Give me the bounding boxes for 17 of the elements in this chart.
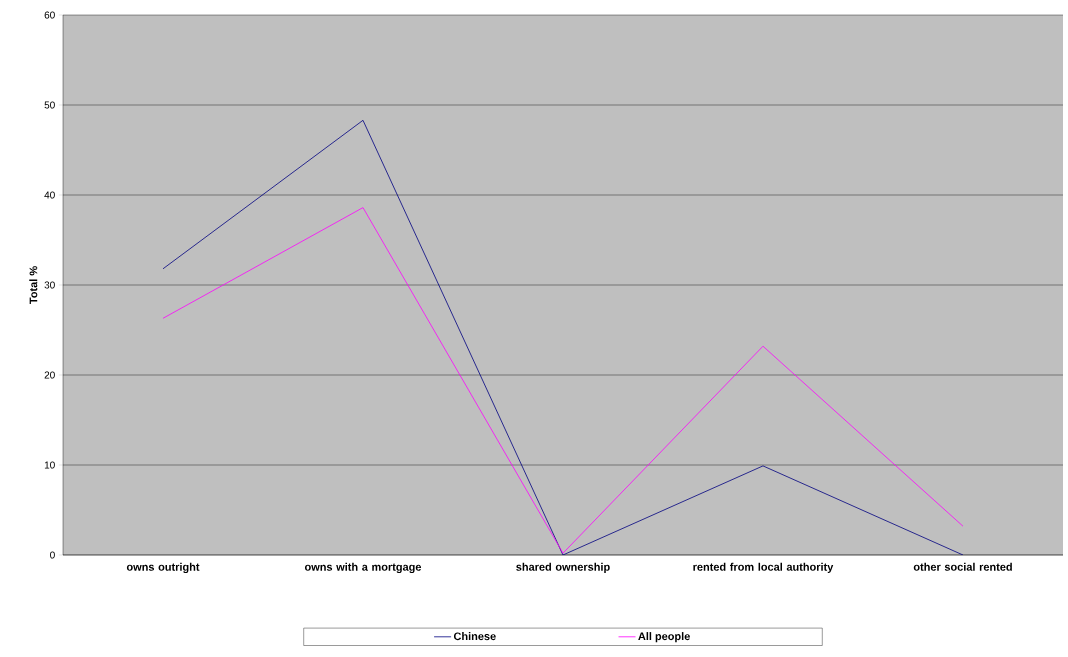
x-tick-label: rented from local authority bbox=[693, 562, 834, 573]
legend-label: Chinese bbox=[453, 632, 496, 641]
legend-label: All people bbox=[638, 632, 690, 643]
x-tick-label: owns with a mortgage bbox=[304, 562, 422, 574]
y-tick-label: 0 bbox=[50, 551, 55, 559]
line-series bbox=[162, 119, 964, 555]
y-tick-label: 60 bbox=[44, 11, 55, 19]
y-tick-label: 50 bbox=[44, 101, 55, 109]
y-tick-label: 10 bbox=[44, 461, 55, 469]
x-tick-label: other social rented bbox=[913, 562, 1012, 571]
y-tick-label: 30 bbox=[44, 281, 55, 289]
x-tick-label: shared ownership bbox=[516, 562, 610, 573]
y-axis-title: Total % bbox=[29, 266, 38, 304]
y-tick-label: 20 bbox=[44, 371, 55, 379]
y-tick-label: 40 bbox=[44, 191, 55, 199]
line-series bbox=[162, 207, 964, 554]
x-tick-label: owns outright bbox=[126, 562, 200, 574]
